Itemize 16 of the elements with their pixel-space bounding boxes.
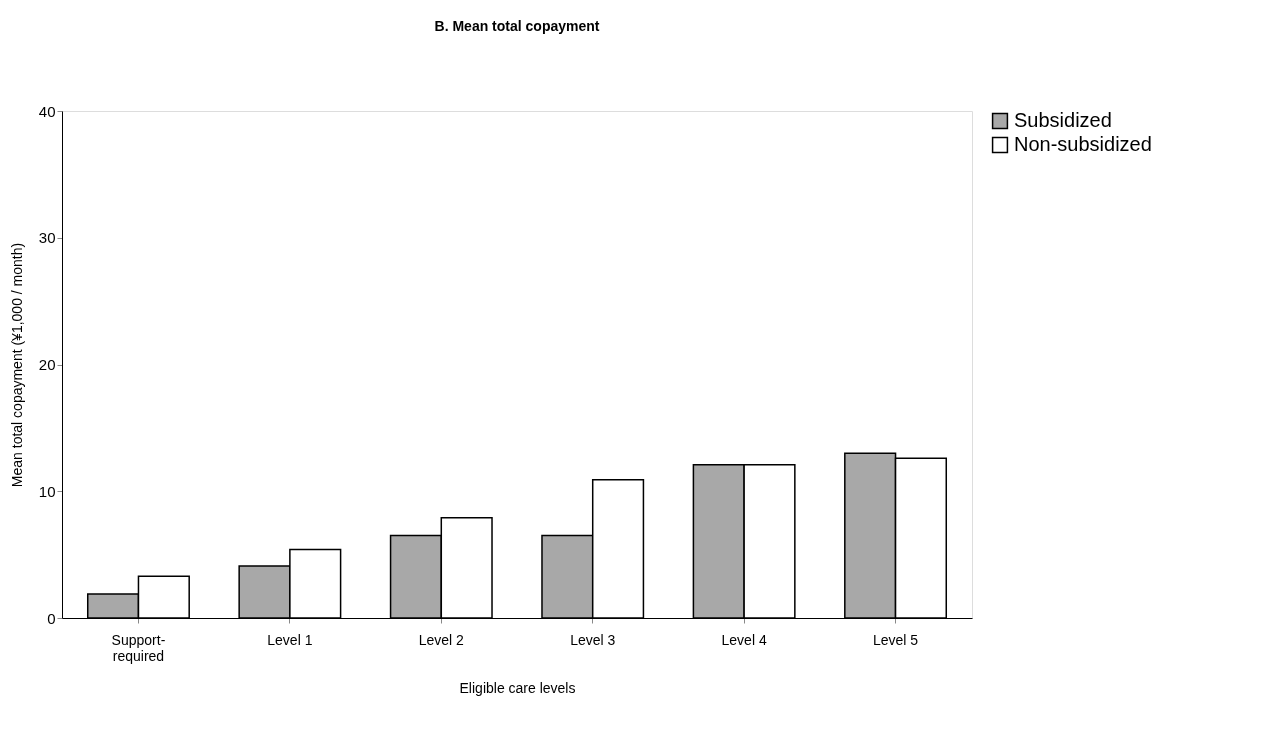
x-tick-label: Level 2 xyxy=(418,631,465,648)
y-tick-label: 40 xyxy=(38,102,56,120)
y-tick-label: 30 xyxy=(38,229,56,247)
x-tick-label: Support- required xyxy=(111,631,166,664)
x-tick-label: Level 3 xyxy=(570,631,616,648)
y-tick-label: 0 xyxy=(47,609,56,627)
x-tick-label: Level 4 xyxy=(721,631,767,648)
x-tick-label: Level 1 xyxy=(267,631,313,648)
y-tick-label: 20 xyxy=(38,356,56,373)
y-tick-label: 10 xyxy=(38,482,56,500)
x-axis-title: Eligible care levels xyxy=(459,679,576,696)
legend-label: Subsidized xyxy=(1014,109,1112,131)
y-axis-title: Mean total copayment (¥1,000 / month) xyxy=(8,242,25,488)
chart-title: B. Mean total copayment xyxy=(434,18,600,34)
x-tick-label: Level 5 xyxy=(872,631,919,648)
legend-label: Non-subsidized xyxy=(1014,133,1152,155)
